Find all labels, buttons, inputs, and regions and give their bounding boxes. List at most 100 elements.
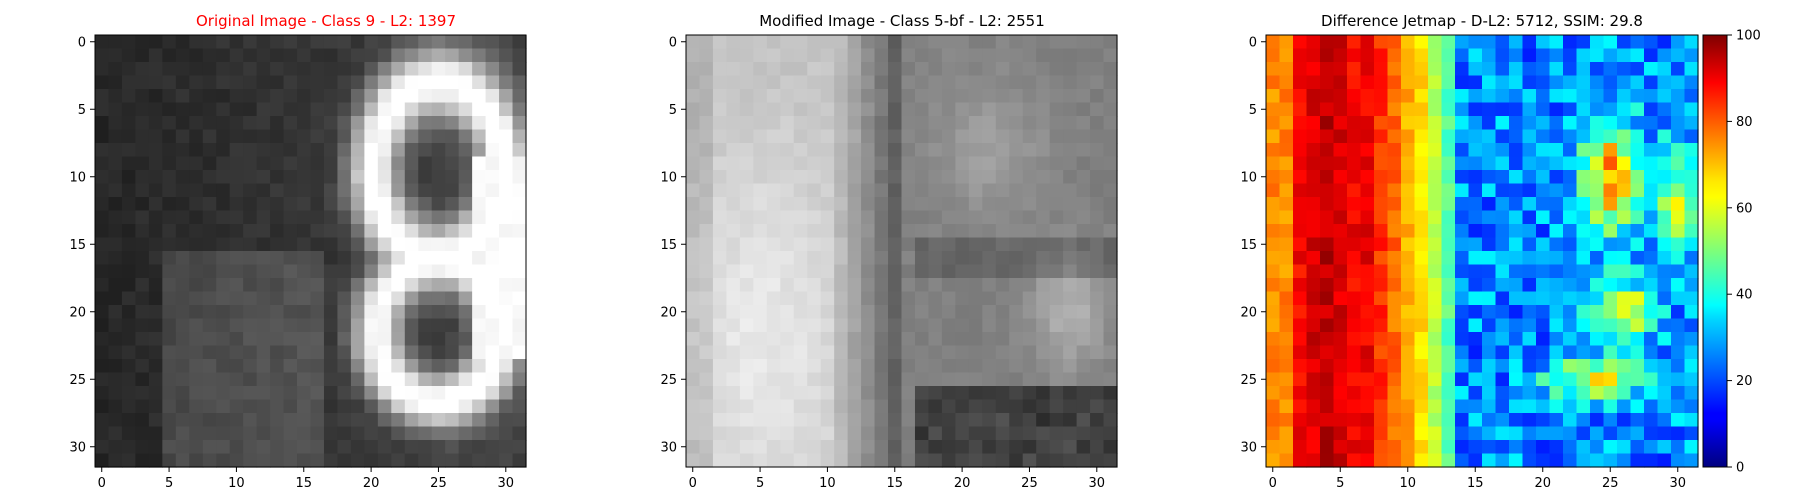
original-pixel bbox=[162, 183, 177, 198]
original-pixel bbox=[404, 35, 419, 50]
modified-pixel bbox=[1049, 237, 1064, 252]
modified-pixel bbox=[1009, 291, 1024, 306]
original-pixel bbox=[364, 143, 379, 158]
modified-pixel bbox=[753, 62, 768, 77]
original-pixel bbox=[512, 251, 527, 266]
difference-pixel bbox=[1482, 278, 1497, 293]
original-pixel bbox=[323, 453, 339, 468]
modified-pixel bbox=[834, 426, 849, 441]
modified-pixel bbox=[780, 453, 795, 468]
modified-pixel bbox=[1009, 75, 1024, 90]
difference-pixel bbox=[1590, 35, 1605, 50]
original-pixel bbox=[472, 237, 487, 252]
difference-pixel bbox=[1428, 386, 1443, 401]
original-pixel bbox=[229, 345, 244, 360]
difference-pixel bbox=[1387, 224, 1402, 239]
modified-pixel bbox=[847, 170, 862, 185]
difference-pixel bbox=[1347, 305, 1362, 320]
modified-pixel bbox=[807, 278, 822, 293]
original-pixel bbox=[445, 399, 460, 414]
original-pixel bbox=[337, 372, 352, 387]
modified-pixel bbox=[847, 278, 862, 293]
difference-pixel bbox=[1455, 372, 1470, 387]
original-pixel bbox=[364, 129, 379, 144]
modified-pixel bbox=[861, 345, 876, 360]
original-pixel bbox=[202, 197, 217, 212]
original-pixel bbox=[431, 75, 446, 90]
original-pixel bbox=[472, 210, 487, 225]
difference-pixel bbox=[1401, 359, 1416, 374]
modified-pixel bbox=[847, 426, 862, 441]
original-pixel bbox=[108, 453, 123, 468]
modified-pixel bbox=[726, 116, 741, 131]
original-pixel bbox=[243, 48, 258, 63]
original-pixel bbox=[216, 318, 231, 333]
modified-pixel bbox=[1049, 143, 1064, 158]
original-pixel bbox=[189, 359, 204, 374]
original-pixel bbox=[121, 426, 137, 441]
difference-pixel bbox=[1617, 89, 1632, 104]
difference-pixel bbox=[1347, 264, 1362, 279]
difference-pixel bbox=[1279, 399, 1294, 414]
difference-pixel bbox=[1671, 332, 1686, 347]
modified-pixel bbox=[874, 35, 889, 50]
modified-pixel bbox=[1103, 224, 1118, 239]
original-pixel bbox=[297, 89, 312, 104]
image-difference bbox=[1266, 35, 1699, 468]
modified-pixel bbox=[1103, 62, 1118, 77]
original-pixel bbox=[418, 278, 433, 293]
modified-pixel bbox=[1063, 129, 1078, 144]
modified-pixel bbox=[1036, 332, 1051, 347]
original-pixel bbox=[229, 35, 244, 50]
modified-pixel bbox=[712, 183, 728, 198]
original-pixel bbox=[485, 35, 500, 50]
modified-pixel bbox=[793, 413, 808, 428]
modified-pixel bbox=[1022, 116, 1037, 131]
difference-pixel bbox=[1347, 345, 1362, 360]
difference-pixel bbox=[1509, 102, 1524, 117]
original-pixel bbox=[175, 183, 190, 198]
difference-pixel bbox=[1630, 345, 1645, 360]
difference-pixel bbox=[1671, 251, 1686, 266]
original-pixel bbox=[175, 75, 190, 90]
difference-pixel bbox=[1414, 143, 1429, 158]
difference-pixel bbox=[1522, 48, 1537, 63]
modified-pixel bbox=[914, 89, 930, 104]
modified-pixel bbox=[739, 62, 754, 77]
original-pixel bbox=[323, 48, 339, 63]
difference-pixel bbox=[1630, 197, 1645, 212]
original-pixel bbox=[121, 386, 137, 401]
original-pixel bbox=[323, 345, 339, 360]
modified-pixel bbox=[1063, 399, 1078, 414]
original-pixel bbox=[458, 359, 473, 374]
modified-pixel bbox=[982, 183, 997, 198]
original-pixel bbox=[472, 102, 487, 117]
modified-pixel bbox=[1063, 35, 1078, 50]
original-pixel bbox=[148, 305, 163, 320]
modified-pixel bbox=[874, 62, 889, 77]
modified-pixel bbox=[955, 129, 970, 144]
difference-pixel bbox=[1590, 318, 1605, 333]
difference-pixel bbox=[1549, 35, 1564, 50]
original-pixel bbox=[404, 426, 419, 441]
difference-pixel bbox=[1603, 62, 1618, 77]
modified-pixel bbox=[780, 386, 795, 401]
original-pixel bbox=[391, 318, 406, 333]
modified-pixel bbox=[847, 413, 862, 428]
modified-pixel bbox=[995, 386, 1010, 401]
original-pixel bbox=[243, 305, 258, 320]
difference-pixel bbox=[1360, 48, 1375, 63]
modified-pixel bbox=[874, 129, 889, 144]
difference-pixel bbox=[1563, 251, 1578, 266]
modified-pixel bbox=[995, 102, 1010, 117]
modified-pixel bbox=[1063, 413, 1078, 428]
modified-pixel bbox=[726, 170, 741, 185]
modified-pixel bbox=[888, 89, 903, 104]
original-pixel bbox=[445, 75, 460, 90]
difference-pixel bbox=[1684, 426, 1699, 441]
original-pixel bbox=[323, 35, 339, 50]
modified-pixel bbox=[1022, 386, 1037, 401]
modified-pixel bbox=[726, 345, 741, 360]
difference-pixel bbox=[1509, 116, 1524, 131]
modified-pixel bbox=[995, 197, 1010, 212]
